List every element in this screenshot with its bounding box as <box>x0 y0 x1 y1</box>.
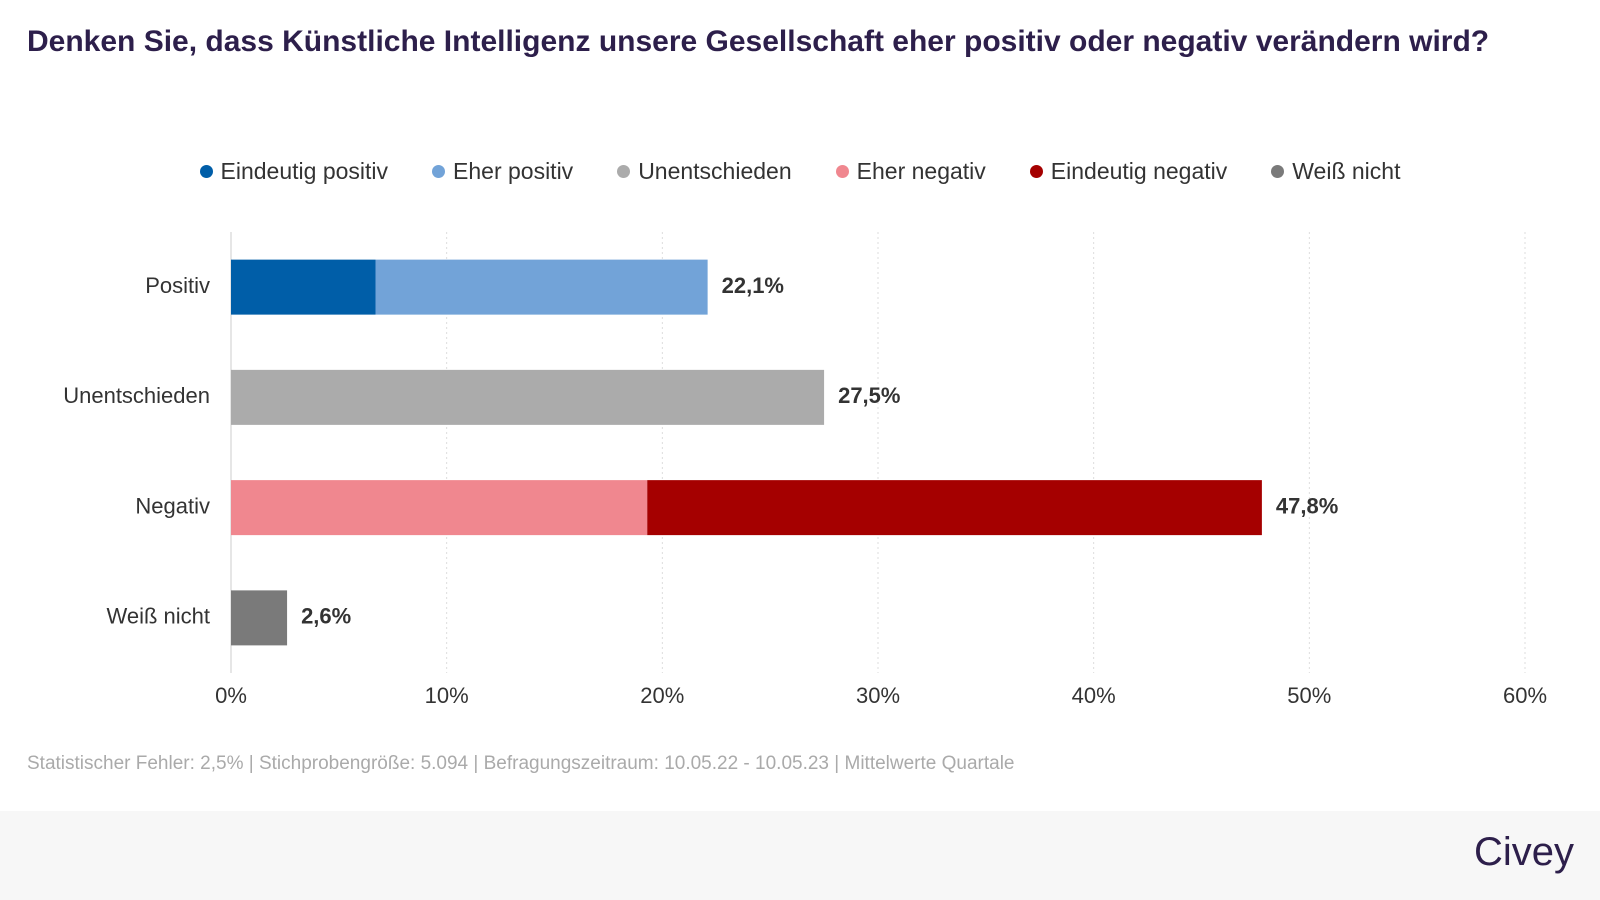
legend-marker <box>1029 165 1043 178</box>
bar-segment <box>231 259 376 315</box>
legend-label: Weiß nicht <box>1292 158 1401 184</box>
total-label: 47,8% <box>1276 493 1338 518</box>
bar-segment <box>375 259 708 315</box>
legend-label: Eindeutig negativ <box>1050 158 1228 184</box>
legend-item: Weiß nicht <box>1271 158 1400 185</box>
y-tick-label: Weiß nicht <box>106 604 210 629</box>
x-tick-label: 20% <box>640 683 684 708</box>
footnote: Statistischer Fehler: 2,5% | Stichproben… <box>27 753 1015 774</box>
x-tick-label: 0% <box>215 683 247 708</box>
x-tick-label: 40% <box>1072 683 1116 708</box>
footer-band <box>0 811 1600 900</box>
total-label: 22,1% <box>722 273 784 298</box>
y-tick-label: Negativ <box>135 493 210 518</box>
x-tick-label: 10% <box>425 683 469 708</box>
legend-marker <box>617 165 631 178</box>
legend-marker <box>1271 165 1285 178</box>
total-label: 27,5% <box>838 383 900 408</box>
bar-segment <box>231 480 648 536</box>
legend-item: Eindeutig negativ <box>1029 158 1228 185</box>
bar-segment <box>647 480 1262 536</box>
legend-marker <box>432 165 446 178</box>
legend-label: Eher positiv <box>453 158 574 184</box>
x-tick-label: 60% <box>1503 683 1547 708</box>
legend-marker <box>199 165 213 178</box>
legend-item: Eher negativ <box>835 158 986 185</box>
x-tick-label: 50% <box>1287 683 1331 708</box>
legend-item: Unentschieden <box>617 158 792 185</box>
legend: Eindeutig positiv Eher positiv Unentschied… <box>0 158 1600 185</box>
legend-item: Eher positiv <box>432 158 573 185</box>
chart: 0% 10% 20% 30% 40% 50% 60% Positiv 22,1% Unentsch… <box>63 232 1547 708</box>
bar-segment <box>231 369 825 425</box>
x-tick-label: 30% <box>856 683 900 708</box>
y-tick-label: Positiv <box>145 273 210 298</box>
legend-label: Eindeutig positiv <box>220 158 389 184</box>
legend-label: Eher negativ <box>856 158 986 184</box>
chart-title: Denken Sie, dass Künstliche Intelligenz … <box>27 25 1490 58</box>
y-tick-label: Unentschieden <box>63 383 210 408</box>
legend-item: Eindeutig positiv <box>199 158 389 185</box>
legend-label: Unentschieden <box>638 158 792 184</box>
brand: Civey <box>1473 830 1574 874</box>
bar-segment <box>231 590 288 646</box>
total-label: 2,6% <box>301 604 351 629</box>
legend-marker <box>835 165 849 178</box>
